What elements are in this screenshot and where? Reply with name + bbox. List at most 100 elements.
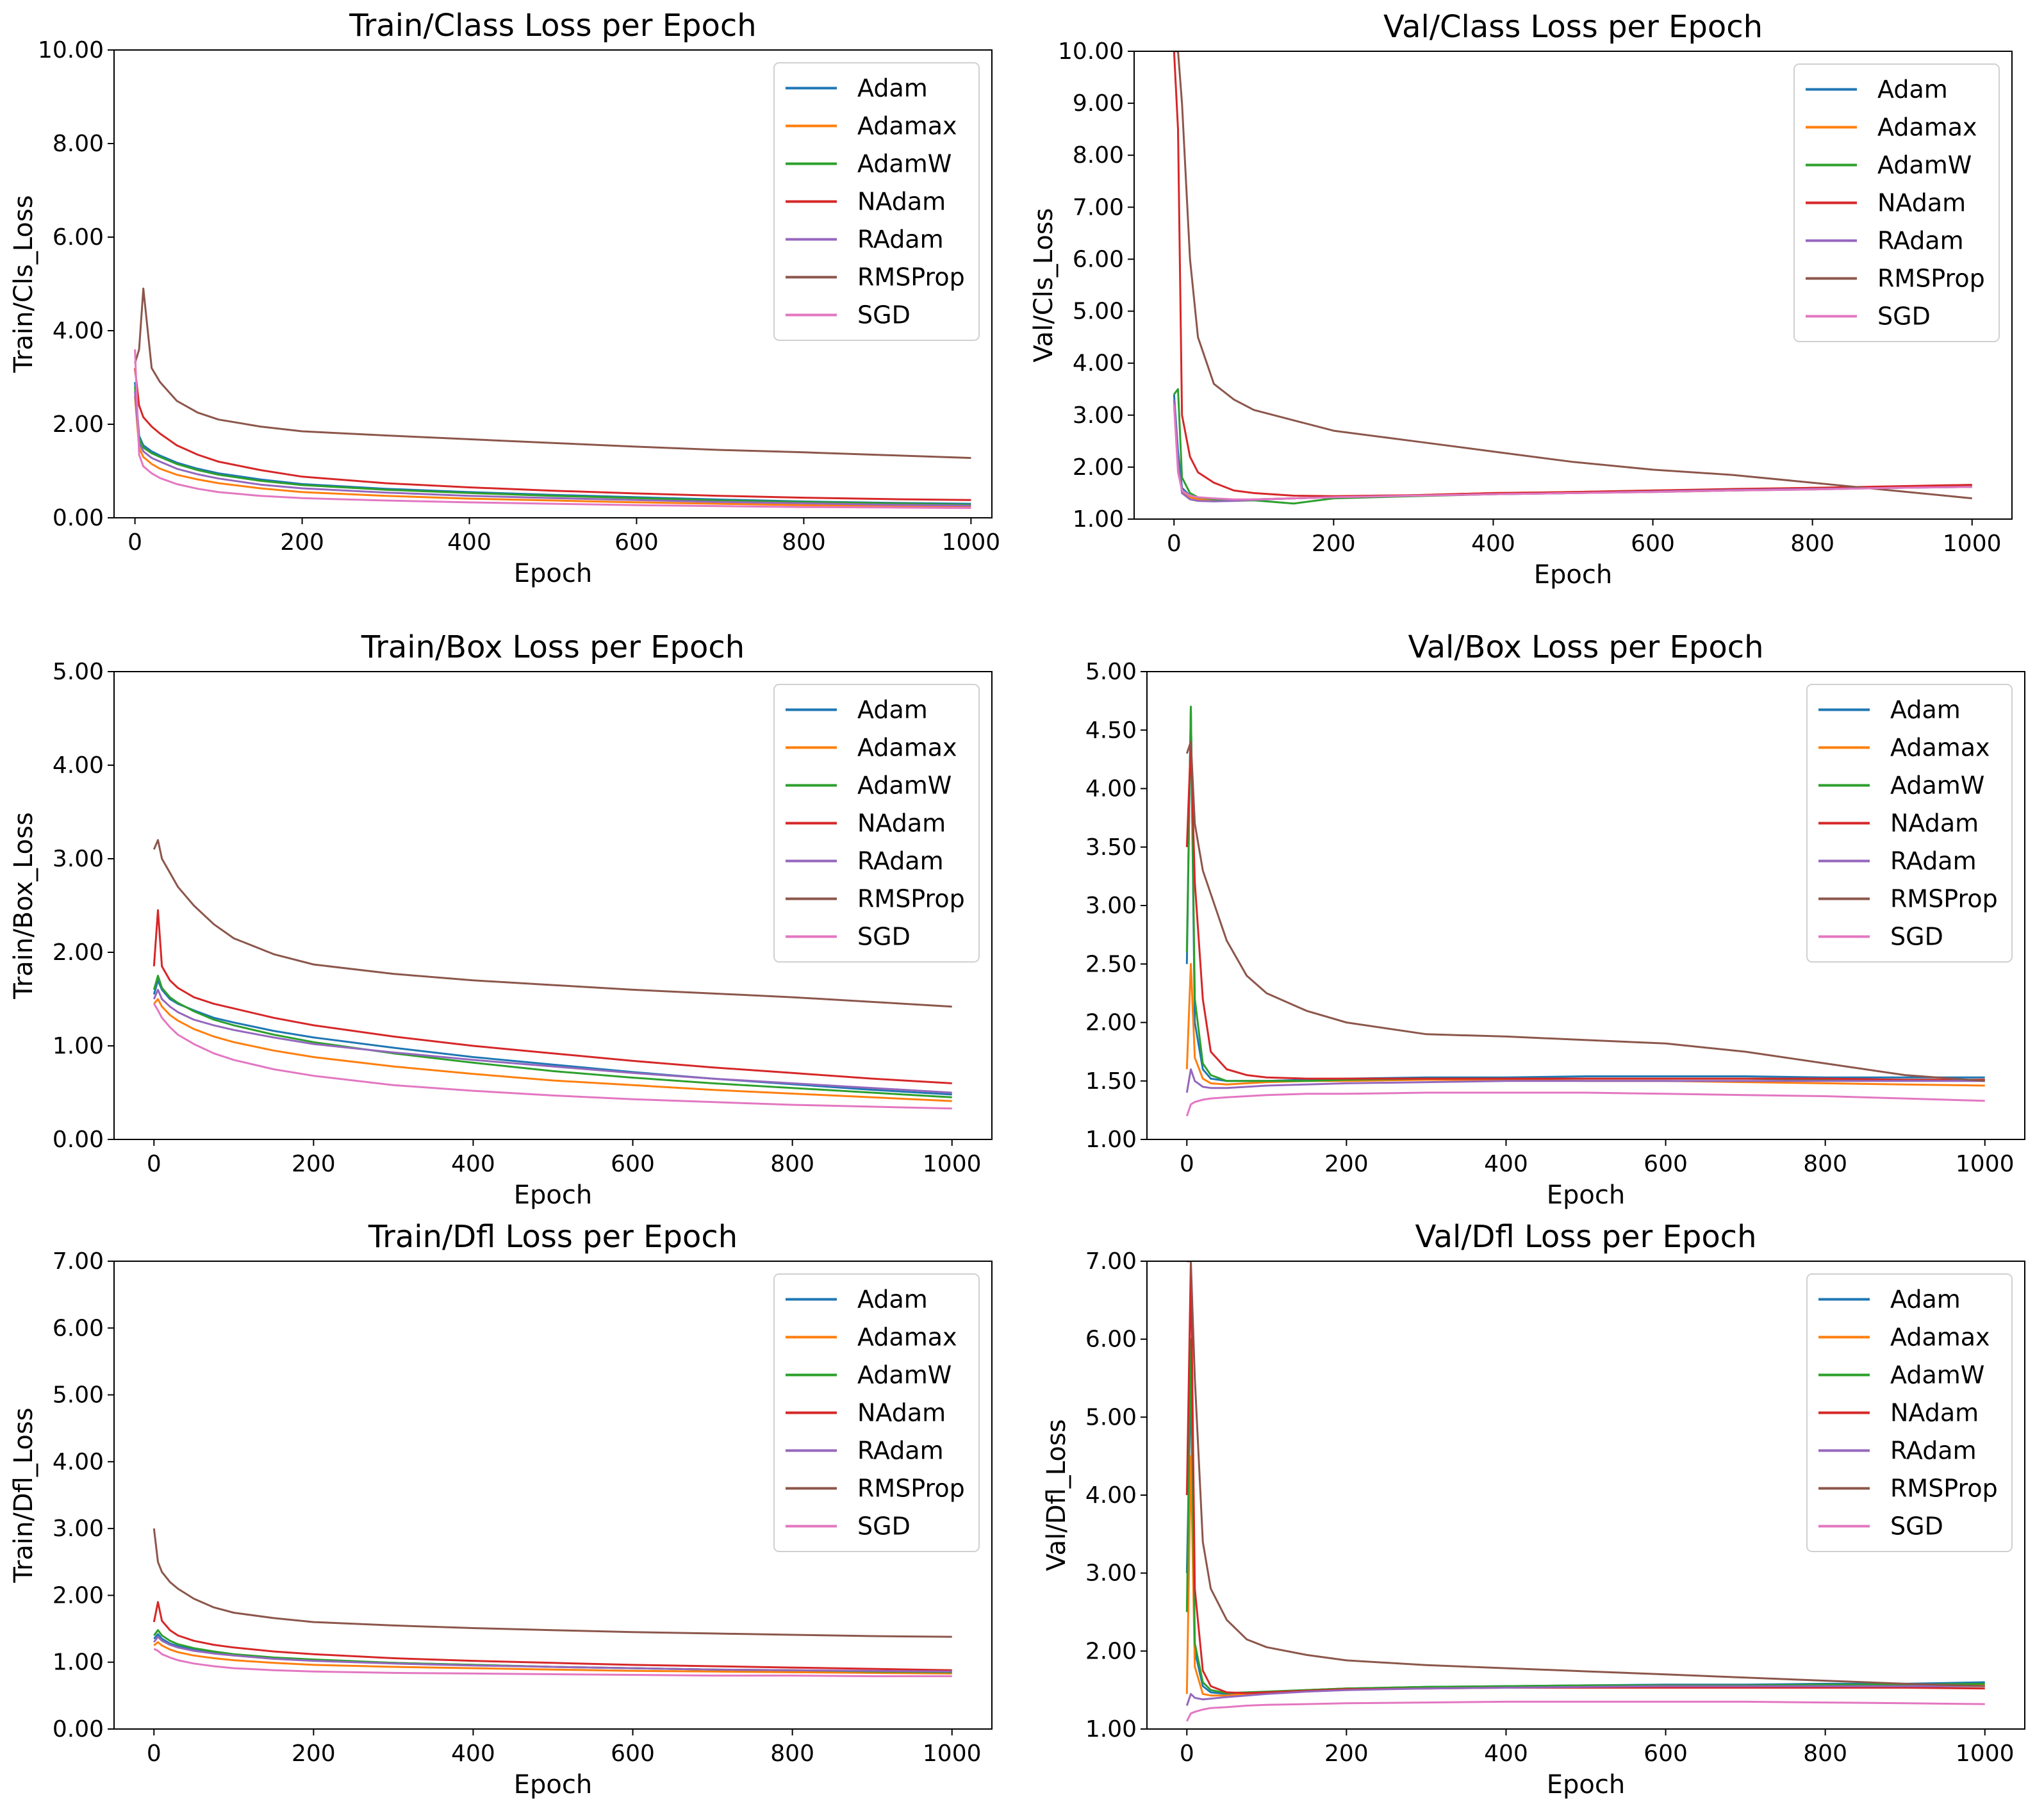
- chart-title: Train/Class Loss per Epoch: [349, 8, 756, 44]
- x-tick-label: 800: [770, 1741, 814, 1767]
- y-tick-label: 5.00: [1085, 1404, 1137, 1430]
- x-axis-label: Epoch: [514, 1770, 592, 1800]
- series-line-radam: [153, 1635, 952, 1673]
- x-tick-label: 600: [611, 1151, 655, 1177]
- y-tick-label: 10.00: [38, 37, 104, 63]
- x-tick-label: 600: [1631, 531, 1675, 557]
- series-lines: [1173, 51, 1972, 505]
- y-tick-label: 2.00: [53, 411, 104, 438]
- y-axis-label: Train/Cls_Loss: [9, 195, 38, 373]
- y-tick-label: 2.50: [1085, 951, 1137, 977]
- legend-label: RMSProp: [857, 885, 965, 913]
- y-tick-label: 0.00: [53, 505, 104, 531]
- legend-label: AdamW: [1890, 1361, 1984, 1389]
- legend-label: Adamax: [857, 112, 957, 140]
- series-line-nadam: [1173, 51, 1972, 497]
- x-tick-label: 800: [770, 1151, 814, 1177]
- y-tick-label: 3.00: [53, 1516, 104, 1542]
- y-tick-label: 5.00: [53, 659, 104, 685]
- x-tick-label: 0: [1167, 531, 1182, 557]
- series-lines: [152, 1528, 952, 1678]
- y-axis-label: Val/Cls_Loss: [1029, 208, 1059, 363]
- chart-title: Train/Dfl Loss per Epoch: [368, 1219, 738, 1255]
- legend-box: [1806, 1273, 2013, 1552]
- series-line-adamax: [153, 998, 952, 1102]
- y-axis-label: Val/Dfl_Loss: [1042, 1419, 1071, 1571]
- y-tick-label: 6.00: [53, 1315, 104, 1341]
- y-tick-label: 3.50: [1085, 834, 1137, 861]
- x-tick-label: 1000: [923, 1741, 982, 1767]
- x-tick-label: 0: [1180, 1151, 1194, 1177]
- series-line-sgd: [153, 1003, 952, 1110]
- chart-panel-4: Val/Box Loss per Epoch 0 200 400 600 800 1000 1…: [1085, 629, 2025, 1210]
- chart-panel-6: Val/Dfl Loss per Epoch 0 200 400 600 800 1000 1…: [1042, 1219, 2025, 1800]
- series-line-sgd: [1173, 404, 1972, 501]
- x-tick-label: 600: [611, 1741, 655, 1767]
- legend-label: RMSProp: [857, 263, 965, 292]
- legend: Adam Adamax AdamW NAdam RAdam RMSProp SGD: [1806, 684, 2013, 963]
- x-tick-label: 1000: [1943, 531, 2002, 557]
- legend-label: RAdam: [857, 847, 944, 875]
- series-line-nadam: [1185, 741, 1985, 1081]
- legend-label: Adam: [857, 696, 928, 724]
- legend-label: RMSProp: [857, 1475, 965, 1503]
- x-tick-label: 800: [1803, 1151, 1847, 1177]
- chart-title: Train/Box Loss per Epoch: [361, 629, 745, 665]
- y-tick-label: 7.00: [53, 1248, 104, 1275]
- chart-panel-2: Val/Class Loss per Epoch 0 200 400 600 800 100…: [1029, 9, 2013, 590]
- legend: Adam Adamax AdamW NAdam RAdam RMSProp SGD: [1793, 63, 2000, 342]
- y-tick-label: 8.00: [53, 131, 104, 157]
- series-line-nadam: [134, 368, 971, 501]
- x-axis-label: Epoch: [514, 559, 592, 588]
- chart-title: Val/Dfl Loss per Epoch: [1415, 1219, 1757, 1255]
- legend-label: RAdam: [1890, 847, 1977, 875]
- series-line-rmsprop: [1187, 1261, 1985, 1687]
- series-lines: [1185, 706, 1985, 1116]
- y-tick-label: 7.00: [1085, 1248, 1137, 1275]
- y-tick-label: 1.50: [1085, 1068, 1137, 1095]
- series-line-rmsprop: [1174, 51, 1972, 500]
- legend: Adam Adamax AdamW NAdam RAdam RMSProp SGD: [773, 62, 980, 341]
- legend-label: RAdam: [1890, 1437, 1977, 1465]
- legend-box: [1806, 684, 2013, 963]
- y-tick-label: 6.00: [1073, 246, 1124, 272]
- y-tick-label: 0.00: [53, 1127, 104, 1153]
- axes-frame: [113, 49, 993, 518]
- x-tick-label: 400: [451, 1151, 495, 1177]
- x-axis-label: Epoch: [1547, 1770, 1625, 1800]
- chart-panel-5: Train/Dfl Loss per Epoch 0 200 400 600 800 100…: [9, 1219, 993, 1800]
- legend-box: [773, 62, 980, 341]
- legend: Adam Adamax AdamW NAdam RAdam RMSProp SGD: [773, 1273, 980, 1552]
- legend-label: Adam: [857, 74, 928, 103]
- x-tick-label: 1000: [1956, 1741, 2015, 1767]
- x-tick-label: 1000: [942, 529, 1001, 556]
- x-tick-label: 400: [1484, 1741, 1528, 1767]
- legend-label: SGD: [1890, 923, 1943, 951]
- chart-panel-1: Train/Class Loss per Epoch 0 200 400 600 800 1…: [9, 8, 1000, 588]
- legend-label: Adamax: [857, 734, 957, 762]
- legend-box: [773, 684, 980, 963]
- legend-label: RAdam: [857, 226, 944, 254]
- legend-label: Adam: [1877, 76, 1948, 104]
- legend-label: Adam: [857, 1286, 928, 1314]
- legend-label: RAdam: [857, 1437, 944, 1465]
- x-tick-label: 1000: [1956, 1151, 2015, 1177]
- y-tick-label: 1.00: [1073, 506, 1124, 533]
- x-tick-label: 0: [128, 529, 142, 556]
- series-line-rmsprop: [134, 287, 971, 459]
- chart-title: Val/Class Loss per Epoch: [1383, 9, 1763, 45]
- y-tick-label: 6.00: [53, 224, 104, 251]
- legend-label: NAdam: [1890, 1399, 1979, 1427]
- series-lines: [152, 839, 952, 1110]
- series-line-adam: [1173, 394, 1972, 502]
- x-tick-label: 800: [782, 529, 826, 556]
- legend-label: Adam: [1890, 1286, 1961, 1314]
- x-tick-label: 400: [1471, 531, 1515, 557]
- y-tick-label: 9.00: [1073, 90, 1124, 117]
- legend-label: Adam: [1890, 696, 1961, 724]
- series-line-sgd: [1185, 1700, 1985, 1722]
- x-tick-label: 400: [447, 529, 491, 556]
- x-tick-label: 200: [280, 529, 324, 556]
- y-tick-label: 4.00: [1085, 1482, 1137, 1509]
